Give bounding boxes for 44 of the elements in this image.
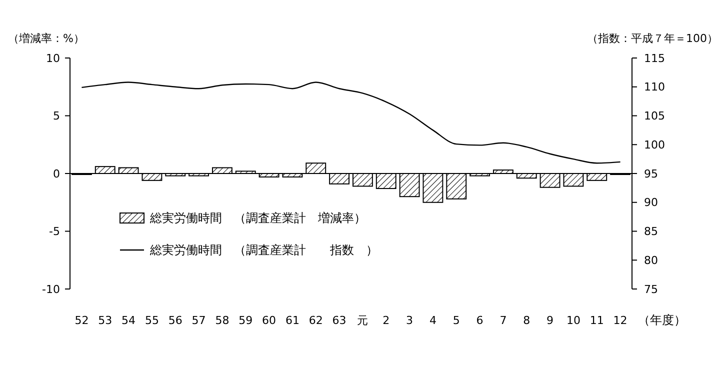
y-tick-label: -10 <box>42 282 60 296</box>
y2-tick-label: 90 <box>644 196 658 210</box>
x-tick-label: 元 <box>357 314 368 327</box>
y2-tick-label: 75 <box>644 282 658 296</box>
y2-tick-label: 100 <box>644 138 665 152</box>
y2-tick-label: 110 <box>644 80 665 94</box>
y2-tick-label: 95 <box>644 167 658 180</box>
legend-label: 総実労働時間 （調査産業計 指数 ） <box>149 243 378 258</box>
x-tick-label: 8 <box>523 314 530 327</box>
line-series <box>81 82 621 164</box>
y-tick-label: 0 <box>53 167 60 180</box>
y2-tick-label: 105 <box>644 110 665 123</box>
x-tick-label: 56 <box>168 314 182 327</box>
x-tick-label: 60 <box>262 314 276 327</box>
x-tick-label: 4 <box>429 314 436 327</box>
legend-label: 総実労働時間 （調査産業計 増減率） <box>149 211 366 226</box>
y2-tick-label: 115 <box>644 52 665 65</box>
x-tick-label: 6 <box>476 314 484 327</box>
y-tick-label: 10 <box>46 52 60 65</box>
y-tick-label: 5 <box>53 110 60 123</box>
y2-tick-label: 85 <box>644 225 658 238</box>
x-tick-label: 54 <box>122 314 136 327</box>
y-tick-label: -5 <box>49 225 60 238</box>
x-tick-label: 9 <box>546 314 554 327</box>
x-tick-label: 12 <box>613 314 628 327</box>
x-tick-label: 10 <box>566 314 580 327</box>
x-tick-label: 5 <box>452 314 460 327</box>
y2-tick-label: 80 <box>644 254 658 267</box>
x-tick-label: 3 <box>406 314 414 327</box>
x-tick-label: 63 <box>332 314 346 327</box>
x-axis-title: （年度） <box>638 313 686 327</box>
x-tick-label: 52 <box>74 314 89 327</box>
x-tick-label: 58 <box>215 314 230 327</box>
x-tick-label: 62 <box>308 314 323 327</box>
x-tick-label: 2 <box>382 314 390 327</box>
y-axis-title: （増減率：%） <box>8 32 84 45</box>
x-tick-label: 53 <box>98 314 112 327</box>
x-tick-label: 57 <box>192 314 206 327</box>
x-tick-label: 61 <box>285 314 300 327</box>
y2-axis-title: （指数：平成７年＝100） <box>587 32 718 45</box>
x-tick-label: 11 <box>590 314 604 327</box>
x-tick-label: 59 <box>238 314 253 327</box>
x-tick-label: 55 <box>144 314 159 327</box>
x-tick-label: 7 <box>500 314 507 327</box>
